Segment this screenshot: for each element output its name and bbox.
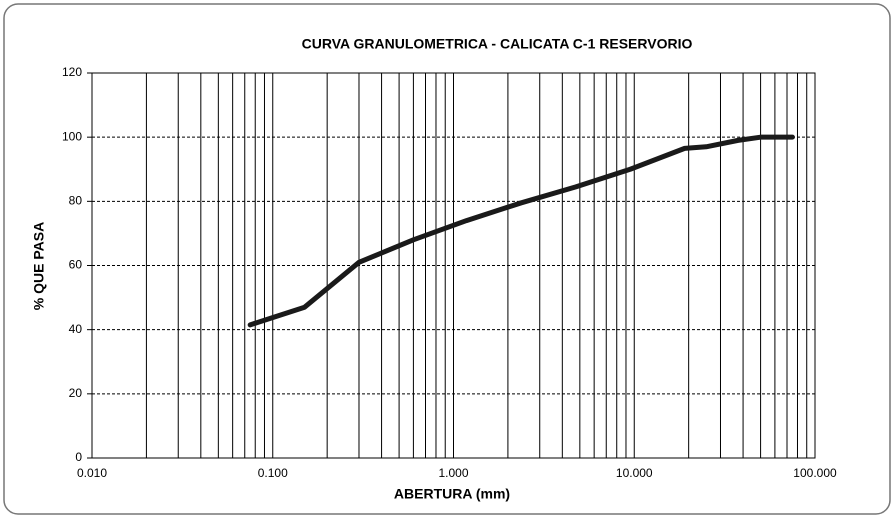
x-tick-label: 10.000 [616,466,653,480]
x-tick-label: 1.000 [438,466,468,480]
x-tick-label: 0.100 [258,466,288,480]
x-axis-label: ABERTURA (mm) [394,486,510,502]
y-tick-label: 120 [62,65,82,79]
chart-title: CURVA GRANULOMETRICA - CALICATA C-1 RESE… [302,36,693,52]
x-tick-label: 0.010 [77,466,107,480]
x-tick-label: 100.000 [793,466,837,480]
y-tick-label: 60 [69,258,83,272]
y-tick-label: 0 [75,450,82,464]
y-tick-label: 40 [69,322,83,336]
y-tick-label: 20 [69,386,83,400]
data-line [247,134,795,328]
y-tick-label: 100 [62,129,82,143]
y-axis-label: % QUE PASA [31,222,47,310]
y-tick-label: 80 [69,194,83,208]
